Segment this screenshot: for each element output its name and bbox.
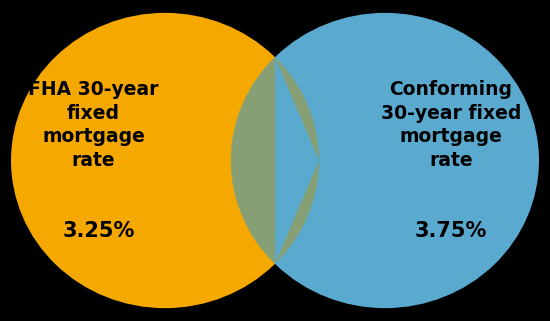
- Text: 3.25%: 3.25%: [63, 221, 135, 241]
- Ellipse shape: [231, 13, 539, 308]
- Polygon shape: [231, 57, 319, 264]
- Text: 3.75%: 3.75%: [415, 221, 487, 241]
- Text: Conforming
30-year fixed
mortgage
rate: Conforming 30-year fixed mortgage rate: [381, 81, 521, 170]
- Ellipse shape: [11, 13, 319, 308]
- Text: FHA 30-year
fixed
mortgage
rate: FHA 30-year fixed mortgage rate: [28, 81, 159, 170]
